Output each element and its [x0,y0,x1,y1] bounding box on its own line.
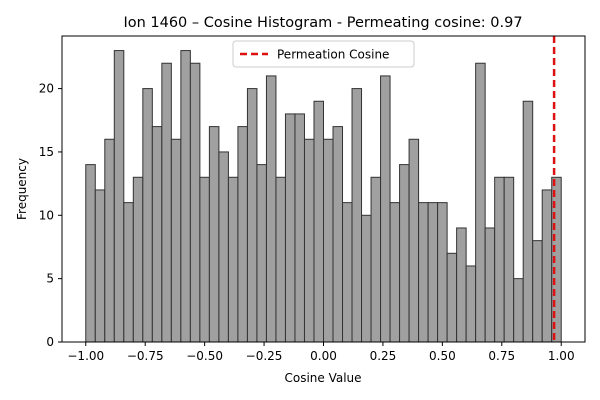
histogram-bar [237,126,248,343]
histogram-bar [113,50,125,343]
x-tick-label: 0.25 [370,349,397,363]
x-tick-label: −0.25 [246,349,283,363]
histogram-bar [503,176,515,343]
histogram-bar [123,202,134,343]
histogram-bar [180,50,191,343]
y-tick-label: 15 [39,145,54,159]
histogram-bar [399,164,410,343]
histogram-bar [370,176,382,343]
histogram-bar [389,202,401,343]
histogram-bar [85,164,96,343]
y-axis-label: Frequency [15,158,29,220]
histogram-bar [484,227,496,343]
histogram-bar [437,202,448,343]
histogram-bar [189,62,201,343]
legend-box [232,40,415,68]
histogram-bar [465,265,477,343]
histogram-bar [284,113,296,343]
x-tick-label: 1.00 [548,349,575,363]
y-tick-label: 20 [39,82,54,96]
histogram-bar [275,176,286,343]
histogram-bar [380,75,391,343]
x-axis: −1.00 −0.75 −0.50 −0.25 0.00 0.25 0.50 0.75 1.00 [67,342,575,363]
histogram-bar [142,88,153,343]
histogram-bar [256,164,267,343]
x-axis-label: Cosine Value [284,371,361,385]
histogram-bar [513,278,524,343]
histogram-bar [351,88,363,343]
histogram-bar [532,240,543,343]
legend: Permeation Cosine [232,40,415,68]
x-tick-label: −1.00 [67,349,104,363]
histogram-bar [456,227,467,343]
x-tick-label: 0.50 [429,349,456,363]
histogram-bar [208,126,220,343]
histogram-bar [104,138,115,343]
histogram-bar [199,176,210,343]
x-tick-label: 0.00 [310,349,337,363]
y-tick-label: 0 [46,335,54,349]
y-tick-label: 10 [39,208,54,222]
bars-group [85,50,562,343]
histogram-bar [313,100,324,343]
histogram-bar [246,88,258,343]
histogram-bar [161,62,172,343]
histogram-bar [265,75,277,343]
histogram-bar [494,176,505,343]
histogram-bar [361,214,372,343]
histogram-bar [94,189,106,343]
histogram-bar [227,176,239,343]
histogram-bar [446,252,458,343]
histogram-bar [522,100,534,343]
histogram-bar [342,202,353,343]
x-tick-label: 0.75 [488,349,515,363]
x-tick-label: −0.75 [127,349,164,363]
histogram-bar [132,176,144,343]
histogram-bar [294,113,305,343]
histogram-bar [303,138,315,343]
histogram-bar [170,138,182,343]
histogram-bar [418,202,429,343]
histogram-bar [151,126,163,343]
histogram-bar [323,138,334,343]
histogram-bar [218,151,229,343]
histogram-bar [475,62,486,343]
y-tick-label: 5 [46,272,54,286]
histogram-bar [427,202,439,343]
histogram-bar [541,189,553,343]
histogram-bar [408,138,420,343]
histogram-bar [332,126,344,343]
chart-title: Ion 1460 – Cosine Histogram - Permeating… [123,15,522,31]
legend-entry-label: Permeation Cosine [277,48,389,62]
x-tick-label: −0.50 [186,349,223,363]
y-axis: 0 5 10 15 20 [39,82,62,349]
